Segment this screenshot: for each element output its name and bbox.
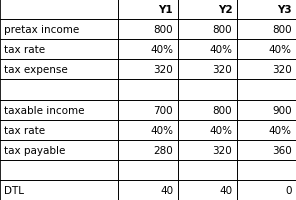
Bar bbox=[118, 20, 178, 40]
Bar bbox=[237, 160, 296, 180]
Bar bbox=[118, 180, 178, 200]
Text: tax rate: tax rate bbox=[4, 125, 46, 135]
Bar bbox=[237, 60, 296, 80]
Text: 40: 40 bbox=[219, 185, 232, 195]
Text: 40%: 40% bbox=[268, 45, 292, 55]
Bar bbox=[0, 160, 118, 180]
Text: 40%: 40% bbox=[268, 125, 292, 135]
Bar bbox=[118, 100, 178, 120]
Text: pretax income: pretax income bbox=[4, 25, 80, 35]
Text: 0: 0 bbox=[285, 185, 292, 195]
Text: 320: 320 bbox=[213, 145, 232, 155]
Text: 320: 320 bbox=[272, 65, 292, 75]
Text: 800: 800 bbox=[154, 25, 173, 35]
Text: Y3: Y3 bbox=[277, 5, 292, 15]
Text: Y1: Y1 bbox=[159, 5, 173, 15]
Text: 40%: 40% bbox=[209, 45, 232, 55]
Text: 320: 320 bbox=[153, 65, 173, 75]
Bar bbox=[0, 80, 118, 100]
Bar bbox=[178, 140, 237, 160]
Bar bbox=[118, 160, 178, 180]
Text: tax expense: tax expense bbox=[4, 65, 68, 75]
Bar bbox=[0, 60, 118, 80]
Text: 800: 800 bbox=[213, 105, 232, 115]
Bar bbox=[0, 0, 118, 20]
Bar bbox=[0, 140, 118, 160]
Bar bbox=[0, 40, 118, 60]
Bar bbox=[178, 80, 237, 100]
Bar bbox=[237, 140, 296, 160]
Bar bbox=[237, 100, 296, 120]
Bar bbox=[237, 180, 296, 200]
Text: 40: 40 bbox=[160, 185, 173, 195]
Bar bbox=[0, 120, 118, 140]
Bar bbox=[237, 20, 296, 40]
Text: tax rate: tax rate bbox=[4, 45, 46, 55]
Bar bbox=[118, 0, 178, 20]
Bar bbox=[237, 120, 296, 140]
Text: 900: 900 bbox=[272, 105, 292, 115]
Text: Y2: Y2 bbox=[218, 5, 232, 15]
Text: 40%: 40% bbox=[150, 45, 173, 55]
Bar bbox=[178, 120, 237, 140]
Bar bbox=[178, 20, 237, 40]
Bar bbox=[0, 100, 118, 120]
Text: 320: 320 bbox=[213, 65, 232, 75]
Bar bbox=[118, 60, 178, 80]
Text: 280: 280 bbox=[153, 145, 173, 155]
Bar bbox=[0, 20, 118, 40]
Bar bbox=[178, 160, 237, 180]
Bar bbox=[237, 40, 296, 60]
Bar bbox=[118, 40, 178, 60]
Text: 800: 800 bbox=[272, 25, 292, 35]
Bar bbox=[178, 100, 237, 120]
Text: 40%: 40% bbox=[150, 125, 173, 135]
Bar bbox=[118, 120, 178, 140]
Bar bbox=[118, 140, 178, 160]
Bar bbox=[118, 80, 178, 100]
Bar bbox=[237, 0, 296, 20]
Bar bbox=[178, 180, 237, 200]
Text: 800: 800 bbox=[213, 25, 232, 35]
Bar bbox=[178, 40, 237, 60]
Bar bbox=[237, 80, 296, 100]
Text: 40%: 40% bbox=[209, 125, 232, 135]
Text: DTL: DTL bbox=[4, 185, 25, 195]
Text: 700: 700 bbox=[154, 105, 173, 115]
Text: taxable income: taxable income bbox=[4, 105, 85, 115]
Text: 360: 360 bbox=[272, 145, 292, 155]
Bar bbox=[178, 0, 237, 20]
Bar bbox=[0, 180, 118, 200]
Bar bbox=[178, 60, 237, 80]
Text: tax payable: tax payable bbox=[4, 145, 66, 155]
